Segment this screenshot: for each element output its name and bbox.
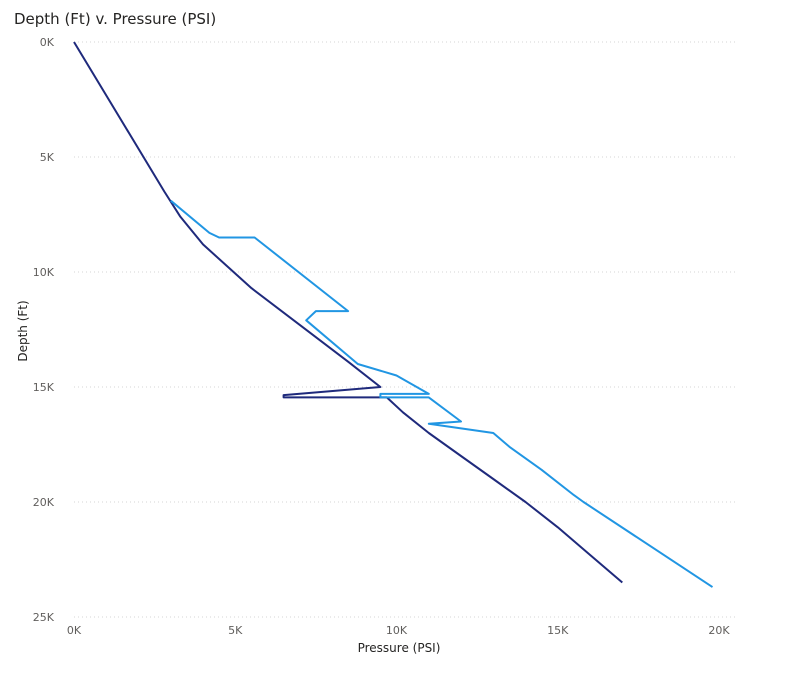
x-tick-label: 5K [228,624,243,637]
y-tick-label: 0K [40,36,55,49]
series-line-2 [170,199,714,588]
y-tick-label: 5K [40,151,55,164]
x-tick-label: 15K [547,624,569,637]
series-line-1 [73,41,623,584]
y-axis-title: Depth (Ft) [16,300,30,361]
y-tick-label: 25K [33,611,55,624]
x-tick-label: 0K [67,624,82,637]
y-tick-label: 20K [33,496,55,509]
y-tick-label: 10K [33,266,55,279]
x-axis-title: Pressure (PSI) [358,641,441,655]
grid-lines [74,41,735,618]
x-axis-ticks: 0K 5K 10K 15K 20K [67,624,730,637]
y-axis-ticks: 0K 5K 10K 15K 20K 25K [33,36,55,624]
x-tick-label: 20K [708,624,730,637]
x-tick-label: 10K [386,624,408,637]
series-lines [73,41,714,588]
chart-title: Depth (Ft) v. Pressure (PSI) [14,10,217,28]
y-tick-label: 15K [33,381,55,394]
